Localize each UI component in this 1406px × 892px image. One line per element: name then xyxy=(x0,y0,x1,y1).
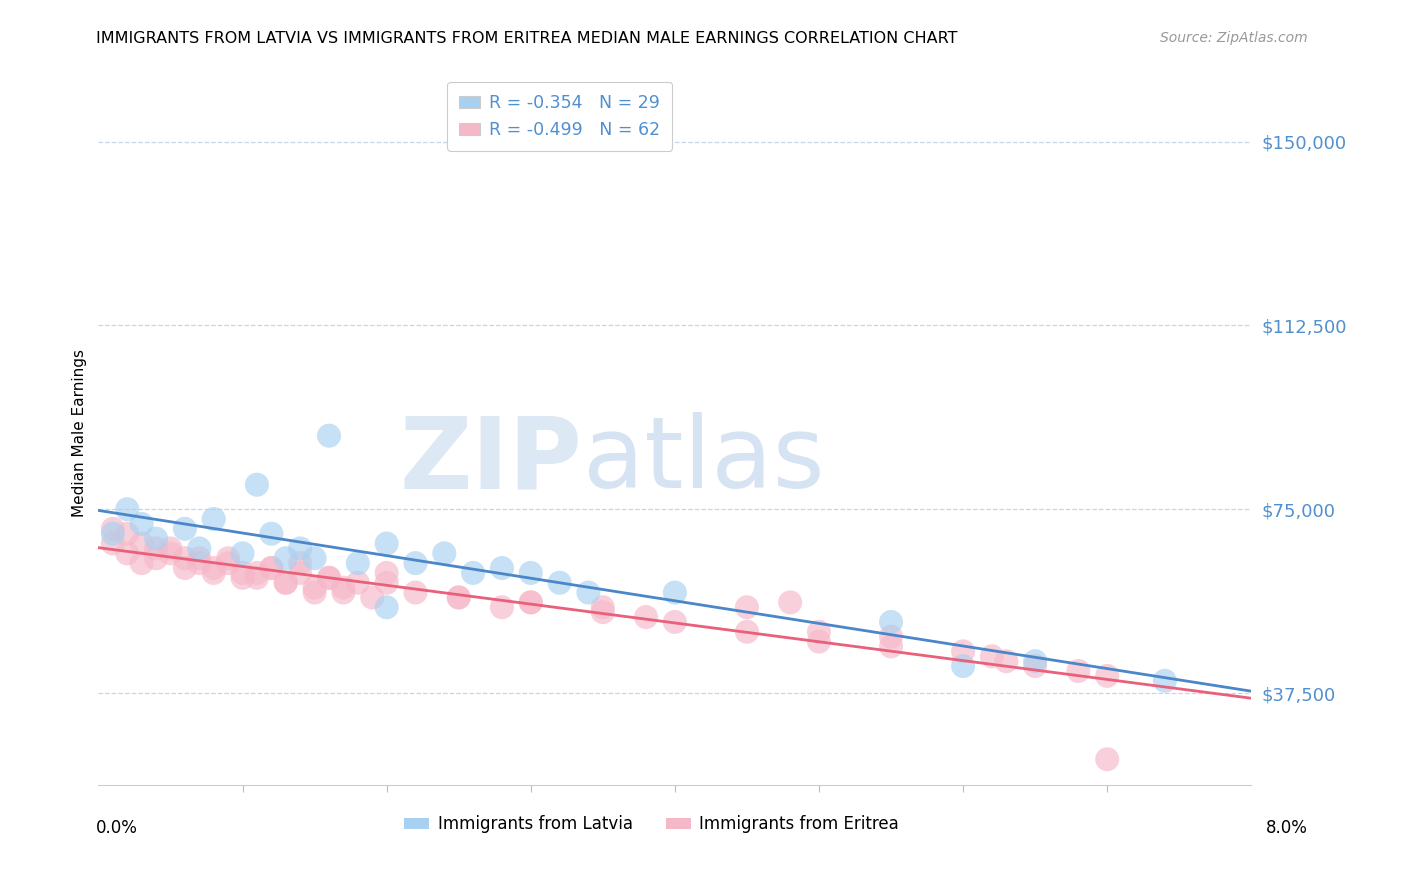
Point xyxy=(188,541,211,556)
Point xyxy=(520,566,543,580)
Point xyxy=(346,575,368,590)
Point xyxy=(174,551,197,566)
Point xyxy=(405,556,427,570)
Point xyxy=(217,551,239,566)
Point xyxy=(246,477,269,491)
Point xyxy=(332,585,354,599)
Point xyxy=(202,566,225,580)
Point xyxy=(332,581,354,595)
Point xyxy=(405,585,427,599)
Point xyxy=(880,615,903,629)
Point xyxy=(246,566,269,580)
Point xyxy=(174,561,197,575)
Point xyxy=(246,571,269,585)
Point xyxy=(304,585,326,599)
Point xyxy=(117,526,139,541)
Point xyxy=(131,536,153,550)
Point xyxy=(808,624,831,639)
Text: atlas: atlas xyxy=(582,412,824,509)
Point xyxy=(952,644,974,658)
Point xyxy=(1067,664,1090,678)
Point xyxy=(491,600,513,615)
Point xyxy=(1097,752,1119,766)
Point xyxy=(318,571,340,585)
Point xyxy=(578,585,600,599)
Point xyxy=(636,610,658,624)
Point xyxy=(290,566,312,580)
Point xyxy=(231,546,254,560)
Point xyxy=(260,561,283,575)
Text: Source: ZipAtlas.com: Source: ZipAtlas.com xyxy=(1160,31,1308,45)
Point xyxy=(274,551,297,566)
Point xyxy=(145,541,167,556)
Point xyxy=(274,575,297,590)
Legend: Immigrants from Latvia, Immigrants from Eritrea: Immigrants from Latvia, Immigrants from … xyxy=(398,809,905,840)
Point xyxy=(101,522,124,536)
Y-axis label: Median Male Earnings: Median Male Earnings xyxy=(72,349,87,516)
Point xyxy=(202,561,225,575)
Point xyxy=(375,536,398,550)
Point xyxy=(188,551,211,566)
Point xyxy=(952,659,974,673)
Point xyxy=(520,595,543,609)
Point xyxy=(1154,673,1177,688)
Point xyxy=(779,595,801,609)
Point xyxy=(101,536,124,550)
Point xyxy=(375,575,398,590)
Point xyxy=(880,630,903,644)
Point xyxy=(145,551,167,566)
Point xyxy=(592,600,614,615)
Point xyxy=(592,605,614,619)
Point xyxy=(461,566,484,580)
Point xyxy=(304,581,326,595)
Point xyxy=(318,428,340,442)
Text: 8.0%: 8.0% xyxy=(1265,819,1308,837)
Point xyxy=(131,556,153,570)
Point xyxy=(375,600,398,615)
Point xyxy=(101,526,124,541)
Point xyxy=(174,522,197,536)
Point xyxy=(346,556,368,570)
Point xyxy=(260,561,283,575)
Point xyxy=(131,516,153,531)
Point xyxy=(202,512,225,526)
Point xyxy=(1024,659,1046,673)
Point xyxy=(1024,654,1046,668)
Point xyxy=(880,640,903,654)
Point xyxy=(304,551,326,566)
Point xyxy=(664,615,686,629)
Point xyxy=(375,566,398,580)
Point xyxy=(447,591,470,605)
Text: IMMIGRANTS FROM LATVIA VS IMMIGRANTS FROM ERITREA MEDIAN MALE EARNINGS CORRELATI: IMMIGRANTS FROM LATVIA VS IMMIGRANTS FRO… xyxy=(96,31,957,46)
Point xyxy=(520,595,543,609)
Point xyxy=(1097,669,1119,683)
Point xyxy=(548,575,571,590)
Point xyxy=(290,541,312,556)
Point xyxy=(433,546,456,560)
Point xyxy=(159,541,181,556)
Point xyxy=(447,591,470,605)
Point xyxy=(664,585,686,599)
Point xyxy=(318,571,340,585)
Text: ZIP: ZIP xyxy=(399,412,582,509)
Point xyxy=(274,575,297,590)
Point xyxy=(145,532,167,546)
Point xyxy=(260,526,283,541)
Point xyxy=(491,561,513,575)
Point xyxy=(981,649,1004,664)
Point xyxy=(290,556,312,570)
Point xyxy=(159,546,181,560)
Point xyxy=(117,546,139,560)
Point xyxy=(735,600,758,615)
Point xyxy=(188,556,211,570)
Point xyxy=(117,502,139,516)
Point xyxy=(217,556,239,570)
Point xyxy=(808,634,831,648)
Point xyxy=(361,591,384,605)
Point xyxy=(231,571,254,585)
Text: 0.0%: 0.0% xyxy=(96,819,138,837)
Point xyxy=(735,624,758,639)
Point xyxy=(231,566,254,580)
Point xyxy=(995,654,1018,668)
